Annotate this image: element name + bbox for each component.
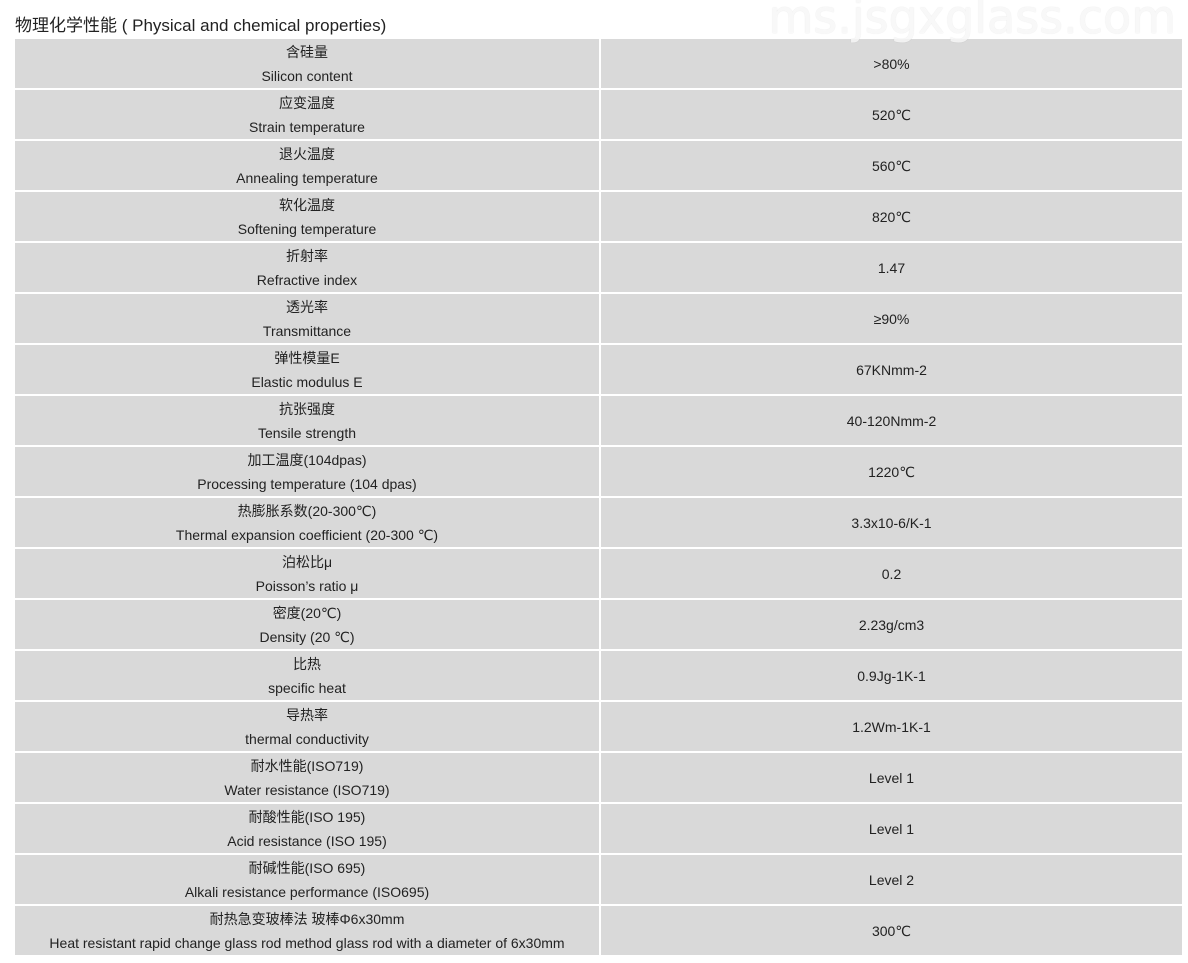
property-name-en: Softening temperature [237,220,377,237]
property-name-en: Poisson’s ratio μ [255,577,359,594]
table-row: 泊松比μ Poisson’s ratio μ 0.2 [15,549,1182,598]
property-value: Level 2 [601,855,1182,904]
property-value: 2.23g/cm3 [601,600,1182,649]
property-name-zh: 弹性模量E [274,349,340,366]
property-name-zh: 热膨胀系数(20-300℃) [237,502,377,519]
table-row: 退火温度 Annealing temperature 560℃ [15,141,1182,190]
table-row: 导热率 thermal conductivity 1.2Wm-1K-1 [15,702,1182,751]
property-value: 40-120Nmm-2 [601,396,1182,445]
property-name-cell: 密度(20℃) Density (20 ℃) [15,600,601,649]
table-row: 密度(20℃) Density (20 ℃) 2.23g/cm3 [15,600,1182,649]
table-row: 热膨胀系数(20-300℃) Thermal expansion coeffic… [15,498,1182,547]
property-name-zh: 密度(20℃) [272,604,342,621]
property-value: ≥90% [601,294,1182,343]
property-name-cell: 透光率 Transmittance [15,294,601,343]
property-name-en: thermal conductivity [245,730,369,747]
property-name-zh: 应变温度 [279,94,335,111]
property-name-en: Refractive index [256,271,358,288]
property-name-zh: 比热 [293,655,321,672]
property-value: 520℃ [601,90,1182,139]
property-name-cell: 弹性模量E Elastic modulus E [15,345,601,394]
table-row: 透光率 Transmittance ≥90% [15,294,1182,343]
property-value: 300℃ [601,906,1182,955]
property-name-zh: 泊松比μ [281,553,333,570]
table-row: 抗张强度 Tensile strength 40-120Nmm-2 [15,396,1182,445]
table-row: 加工温度(104dpas) Processing temperature (10… [15,447,1182,496]
property-name-en: Density (20 ℃) [259,628,355,645]
property-value: 560℃ [601,141,1182,190]
property-name-cell: 软化温度 Softening temperature [15,192,601,241]
property-name-zh: 耐碱性能(ISO 695) [248,859,366,876]
property-name-en: Elastic modulus E [251,373,363,390]
property-name-zh: 导热率 [286,706,328,723]
page-title: 物理化学性能 ( Physical and chemical propertie… [15,16,387,35]
property-name-cell: 热膨胀系数(20-300℃) Thermal expansion coeffic… [15,498,601,547]
property-name-cell: 折射率 Refractive index [15,243,601,292]
property-name-zh: 耐热急变玻棒法 玻棒Φ6x30mm [209,910,405,927]
property-name-en: Thermal expansion coefficient (20-300 ℃) [175,526,439,543]
property-value: 3.3x10-6/K-1 [601,498,1182,547]
property-name-cell: 比热 specific heat [15,651,601,700]
property-value: 1.47 [601,243,1182,292]
property-name-cell: 耐碱性能(ISO 695) Alkali resistance performa… [15,855,601,904]
property-name-en: Processing temperature (104 dpas) [197,475,417,492]
property-name-en: Annealing temperature [236,169,378,186]
property-name-cell: 耐热急变玻棒法 玻棒Φ6x30mm Heat resistant rapid c… [15,906,601,955]
table-row: 折射率 Refractive index 1.47 [15,243,1182,292]
property-name-cell: 泊松比μ Poisson’s ratio μ [15,549,601,598]
table-row: 耐酸性能(ISO 195) Acid resistance (ISO 195) … [15,804,1182,853]
property-name-zh: 抗张强度 [279,400,335,417]
property-value: 67KNmm-2 [601,345,1182,394]
table-row: 弹性模量E Elastic modulus E 67KNmm-2 [15,345,1182,394]
property-name-cell: 退火温度 Annealing temperature [15,141,601,190]
property-value: 1.2Wm-1K-1 [601,702,1182,751]
property-value: 0.9Jg-1K-1 [601,651,1182,700]
property-name-en: Silicon content [261,67,353,84]
table-row: 比热 specific heat 0.9Jg-1K-1 [15,651,1182,700]
property-name-en: Water resistance (ISO719) [224,781,390,798]
property-name-cell: 导热率 thermal conductivity [15,702,601,751]
property-value: 820℃ [601,192,1182,241]
property-name-cell: 抗张强度 Tensile strength [15,396,601,445]
property-value: >80% [601,39,1182,88]
watermark: ms.jsgxglass.com [768,0,1176,44]
table-row: 软化温度 Softening temperature 820℃ [15,192,1182,241]
property-name-en: Alkali resistance performance (ISO695) [184,883,430,900]
property-name-en: Acid resistance (ISO 195) [227,832,387,849]
properties-table: 含硅量 Silicon content >80% 应变温度 Strain tem… [15,37,1182,957]
table-row: 含硅量 Silicon content >80% [15,39,1182,88]
property-name-cell: 加工温度(104dpas) Processing temperature (10… [15,447,601,496]
property-value: 1220℃ [601,447,1182,496]
property-name-cell: 耐酸性能(ISO 195) Acid resistance (ISO 195) [15,804,601,853]
property-name-zh: 耐酸性能(ISO 195) [248,808,366,825]
property-value: 0.2 [601,549,1182,598]
property-name-cell: 耐水性能(ISO719) Water resistance (ISO719) [15,753,601,802]
property-name-en: specific heat [268,679,346,696]
table-row: 耐热急变玻棒法 玻棒Φ6x30mm Heat resistant rapid c… [15,906,1182,955]
property-name-zh: 软化温度 [279,196,335,213]
property-name-en: Transmittance [262,322,352,339]
table-row: 耐碱性能(ISO 695) Alkali resistance performa… [15,855,1182,904]
property-name-en: Heat resistant rapid change glass rod me… [49,934,565,951]
property-name-cell: 含硅量 Silicon content [15,39,601,88]
table-row: 耐水性能(ISO719) Water resistance (ISO719) L… [15,753,1182,802]
property-name-zh: 折射率 [286,247,328,264]
table-row: 应变温度 Strain temperature 520℃ [15,90,1182,139]
property-name-en: Tensile strength [257,424,357,441]
property-name-zh: 耐水性能(ISO719) [250,757,364,774]
property-name-zh: 含硅量 [286,43,328,60]
property-value: Level 1 [601,753,1182,802]
property-name-zh: 退火温度 [279,145,335,162]
property-name-zh: 透光率 [286,298,328,315]
property-value: Level 1 [601,804,1182,853]
property-name-en: Strain temperature [249,118,365,135]
property-name-zh: 加工温度(104dpas) [247,451,367,468]
property-name-cell: 应变温度 Strain temperature [15,90,601,139]
